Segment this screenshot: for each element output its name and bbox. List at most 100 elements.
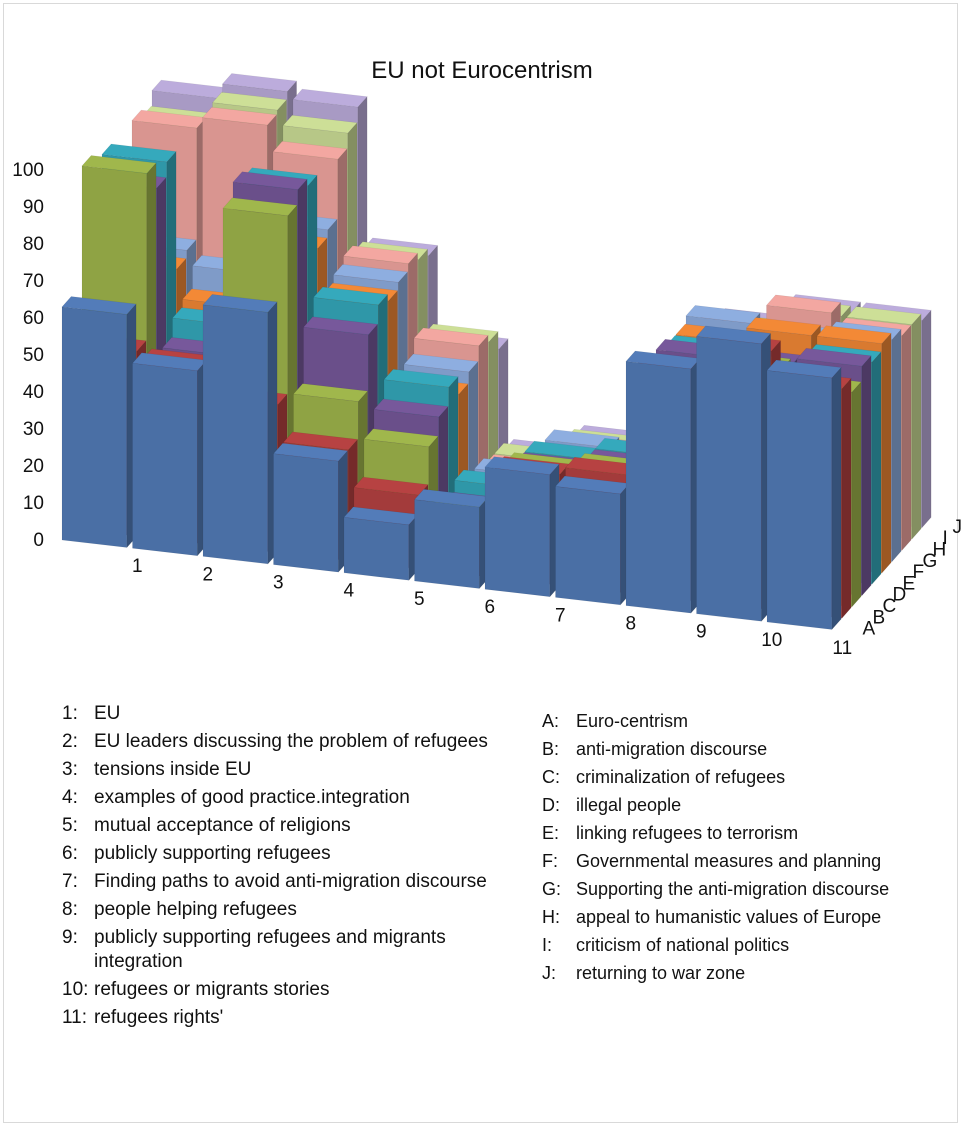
legend-item: G: Supporting the anti-migration discours… [542,877,952,901]
legend-key: 10: [62,979,89,1000]
legend-label: illegal people [576,795,682,815]
legend-key: 9: [62,927,78,948]
legend-label: appeal to humanistic values of Europe [576,907,882,927]
legend-label: EU leaders discussing the problem of ref… [94,731,488,752]
bar-top-face [373,398,449,418]
category-legend: 1: EU 2: EU leaders discussing the problem … [62,702,502,1034]
bar-side-face [891,328,902,563]
bar-top-face [221,73,298,92]
bar-top-face [292,88,368,108]
bar-top-face [484,456,560,475]
bar-front-face [484,466,551,598]
bar-top-face [101,143,177,163]
bar-A-6 [413,488,490,590]
legend-key: E: [542,823,560,843]
bar-A-5 [343,506,419,582]
y-tick-label: 80 [23,234,44,255]
bar-top-face [403,353,479,373]
bar-top-face [302,316,379,336]
x-axis-ticks: 1 2 3 4 5 6 7 8 9 10 11 [132,556,852,659]
series-tick-label: H [933,540,947,561]
bar-front-face [273,453,339,573]
bar-front-face [696,335,762,622]
chart-3d-bar: EU not Eurocentrism 0 10 20 30 40 50 60 70 80 90 1… [12,57,962,659]
x-tick-label: 4 [344,581,355,602]
legend-label: anti-migration discourse [576,739,768,759]
bar-top-face [846,306,922,325]
bar-side-face [851,381,862,608]
legend-label: publicly supporting refugees [94,843,331,864]
bar-top-face [272,140,348,160]
bar-top-face [81,155,157,174]
legend-item: D: illegal people [542,793,952,817]
legend-key: F: [542,851,558,871]
legend-label: tensions inside EU [94,759,252,780]
bar-top-face [796,347,872,367]
x-tick-label: 9 [696,622,707,643]
legend-label: linking refugees to terrorism [576,823,799,843]
legend-key: 2: [62,731,78,752]
bar-top-face [765,294,842,314]
bar-front-face [132,362,198,557]
series-tick-label: B [873,607,886,628]
bar-side-face [881,332,892,574]
x-tick-label: 11 [832,638,852,659]
legend-item: 5: mutual acceptance of religions [62,814,502,838]
x-tick-label: 1 [132,556,143,577]
series-tick-label: I [943,528,948,549]
legend-label: publicly supporting refugees and migrant… [94,927,446,972]
bar-top-face [816,325,892,344]
legend-item: 9: publicly supporting refugees and migra… [62,926,502,974]
legend-item: F: Governmental measures and planning [542,849,952,873]
bar-side-face [861,355,872,597]
y-tick-label: 90 [23,197,44,218]
bar-side-face [831,366,842,631]
legend-item: C: criminalization of refugees [542,765,952,789]
bar-A-10 [695,325,772,623]
legend-label: refugees or migrants stories [94,979,330,1000]
legend-label: people helping refugees [94,899,297,920]
bar-front-face [555,486,621,606]
legend-key: B: [542,739,560,759]
legend-label: examples of good practice.integration [94,787,410,808]
bar-top-face [201,106,278,126]
legend-item: 11: refugees rights' [62,1006,502,1030]
y-axis-ticks: 0 10 20 30 40 50 60 70 80 90 100 [12,160,44,551]
legend-label: Finding paths to avoid anti-migration di… [94,871,487,892]
bar-top-face [312,286,389,306]
bar-top-face [282,431,359,451]
legend-item: 1: EU [62,702,502,726]
bar-front-face [61,306,128,548]
legend-key: H: [542,907,560,927]
legend-item: 4: examples of good practice.integration [62,786,502,810]
legend-key: A: [542,711,560,731]
x-tick-label: 8 [626,614,637,635]
bar-A-9 [625,350,701,614]
y-tick-label: 30 [23,419,44,440]
bar-A-8 [554,475,631,606]
legend-key: 5: [62,815,78,836]
legend-key: D: [542,795,560,815]
bar-A-2 [131,352,208,557]
legend-item: 10: refugees or migrants stories [62,978,502,1002]
legend-item: B: anti-migration discourse [542,737,952,761]
bar-front-face [625,361,692,614]
y-tick-label: 40 [23,382,44,403]
legend-key: 6: [62,843,78,864]
bar-top-face [685,305,761,324]
bar-front-face [202,304,269,565]
bar-top-face [211,91,288,111]
bar-front-face [343,516,410,581]
x-tick-label: 7 [555,605,566,626]
y-tick-label: 20 [23,456,44,477]
legend-label: mutual acceptance of religions [94,815,351,836]
legend-item: E: linking refugees to terrorism [542,821,952,845]
legend-key: 1: [62,703,78,724]
bar-front-face [766,370,833,630]
bar-top-face [282,114,358,134]
series-legend: A: Euro-centrism B: anti-migration discours… [542,709,952,989]
legend-key: 4: [62,787,78,808]
bar-top-face [745,317,822,336]
legend-item: J: returning to war zone [542,961,952,985]
bar-side-face [841,377,852,619]
